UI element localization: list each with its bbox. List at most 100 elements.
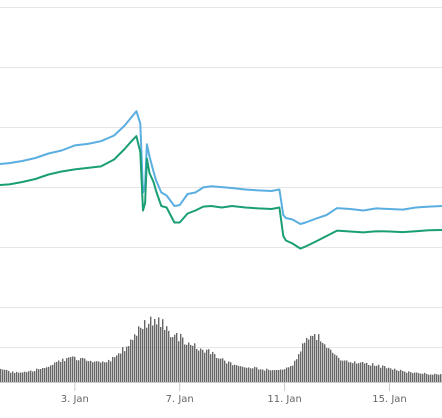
volume-bar	[122, 347, 124, 382]
volume-bar	[430, 374, 432, 382]
volume-bar	[250, 368, 252, 382]
volume-bar	[16, 371, 18, 382]
x-tick-label: 11. Jan	[267, 394, 302, 405]
volume-bar	[294, 360, 296, 382]
volume-bar	[380, 367, 382, 382]
volume-bar	[124, 351, 126, 382]
volume-bar	[336, 355, 338, 382]
volume-bar	[410, 372, 412, 382]
x-tick-label: 15. Jan	[372, 394, 407, 405]
volume-bar	[210, 354, 212, 382]
volume-bar	[280, 369, 282, 382]
volume-bar	[324, 344, 326, 382]
volume-bar	[310, 335, 312, 382]
volume-bar	[140, 327, 142, 382]
volume-bar	[46, 367, 48, 382]
volume-bar	[428, 374, 430, 382]
volume-bar	[176, 332, 178, 382]
volume-bar	[44, 368, 46, 382]
volume-bar	[78, 360, 80, 382]
volume-bar	[10, 372, 12, 382]
series-line-1	[0, 110, 442, 225]
volume-bar	[14, 373, 16, 382]
volume-bar	[332, 352, 334, 382]
volume-bar	[126, 346, 128, 382]
volume-bar	[48, 366, 50, 382]
volume-bar	[308, 339, 310, 382]
volume-bar	[372, 363, 374, 382]
volume-bar	[382, 365, 384, 382]
x-tick-label: 7. Jan	[166, 394, 194, 405]
volume-bars	[0, 316, 442, 382]
volume-bar	[190, 344, 192, 382]
volume-bar	[260, 369, 262, 382]
volume-bar	[76, 360, 78, 382]
volume-bar	[368, 365, 370, 382]
volume-bar	[228, 361, 230, 382]
volume-bar	[174, 334, 176, 382]
volume-bar	[254, 366, 256, 382]
volume-bar	[82, 357, 84, 382]
x-axis-ticks: 3. Jan 7. Jan 11. Jan 15. Jan	[61, 383, 407, 405]
volume-bar	[226, 363, 228, 382]
volume-bar	[158, 317, 160, 382]
volume-bar	[100, 362, 102, 382]
volume-bar	[4, 369, 6, 382]
volume-bar	[164, 330, 166, 382]
gridlines	[0, 7, 442, 348]
volume-bar	[304, 342, 306, 382]
volume-bar	[328, 348, 330, 382]
x-tick-label: 3. Jan	[61, 394, 89, 405]
volume-bar	[208, 349, 210, 382]
volume-bar	[188, 342, 190, 382]
volume-bar	[236, 365, 238, 382]
volume-bar	[330, 349, 332, 382]
volume-bar	[388, 367, 390, 382]
volume-bar	[414, 372, 416, 382]
volume-bar	[248, 367, 250, 382]
volume-bar	[378, 364, 380, 382]
volume-bar	[56, 361, 58, 382]
volume-bar	[166, 326, 168, 382]
volume-bar	[434, 373, 436, 382]
volume-bar	[86, 360, 88, 382]
volume-bar	[114, 357, 116, 382]
volume-bar	[52, 364, 54, 382]
volume-bar	[112, 356, 114, 382]
volume-bar	[104, 362, 106, 382]
volume-bar	[220, 358, 222, 382]
volume-bar	[268, 369, 270, 382]
volume-bar	[204, 352, 206, 382]
volume-bar	[102, 361, 104, 382]
volume-bar	[36, 368, 38, 382]
volume-bar	[424, 372, 426, 382]
volume-bar	[370, 365, 372, 382]
volume-bar	[66, 358, 68, 382]
volume-bar	[146, 327, 148, 382]
volume-bar	[292, 365, 294, 382]
volume-bar	[142, 329, 144, 382]
volume-bar	[296, 359, 298, 382]
volume-bar	[12, 371, 14, 382]
volume-bar	[216, 358, 218, 382]
volume-bar	[156, 324, 158, 382]
volume-bar	[350, 362, 352, 382]
volume-bar	[160, 327, 162, 382]
volume-bar	[38, 369, 40, 382]
volume-bar	[50, 365, 52, 382]
volume-bar	[58, 360, 60, 382]
volume-bar	[262, 369, 264, 382]
volume-bar	[408, 371, 410, 382]
volume-bar	[96, 361, 98, 382]
volume-bar	[352, 363, 354, 382]
volume-bar	[130, 339, 132, 382]
volume-bar	[178, 341, 180, 382]
volume-bar	[276, 370, 278, 382]
volume-bar	[252, 368, 254, 382]
volume-bar	[186, 344, 188, 382]
volume-bar	[184, 344, 186, 382]
volume-bar	[212, 351, 214, 382]
volume-bar	[300, 351, 302, 382]
volume-bar	[72, 356, 74, 382]
volume-bar	[266, 368, 268, 382]
